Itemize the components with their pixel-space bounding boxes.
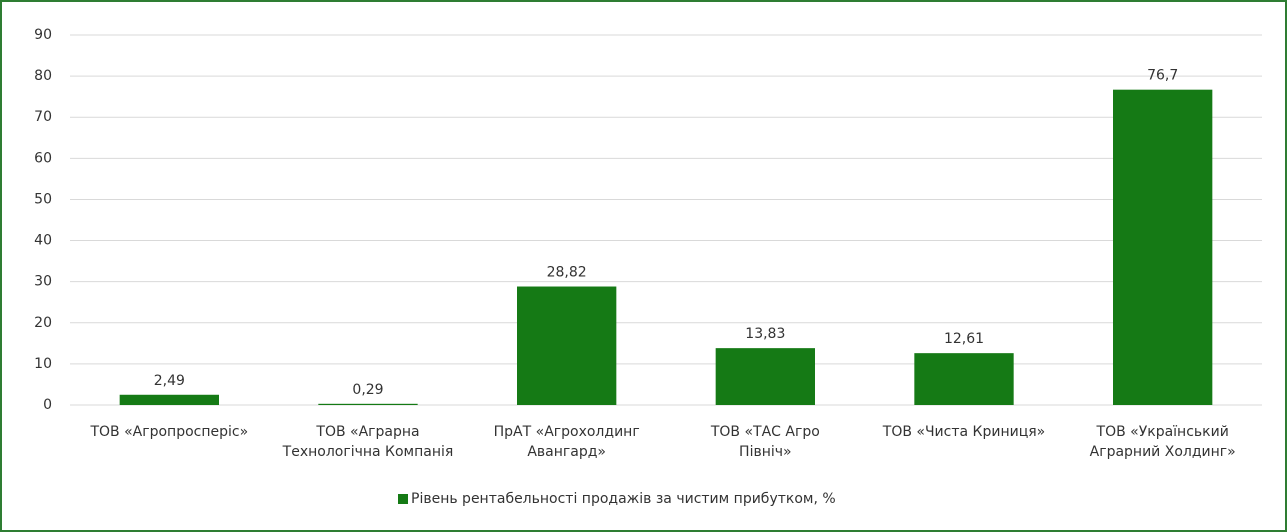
data-label: 0,29 xyxy=(352,382,383,398)
bar xyxy=(119,394,219,405)
y-tick-label: 0 xyxy=(43,397,52,413)
y-tick-label: 90 xyxy=(34,27,52,43)
data-label: 13,83 xyxy=(745,326,785,342)
y-tick-label: 80 xyxy=(34,68,52,84)
bar xyxy=(318,403,418,405)
bar xyxy=(914,353,1014,405)
legend-swatch xyxy=(398,494,408,504)
y-tick-label: 50 xyxy=(34,191,52,207)
x-tick-label: ПрАТ «Агрохолдинг Авангард» xyxy=(494,424,640,460)
legend-label: Рівень рентабельності продажів за чистим… xyxy=(411,491,836,507)
data-label: 28,82 xyxy=(547,265,587,281)
data-label: 12,61 xyxy=(944,331,984,347)
x-tick-label: ТОВ «Агропросперіс» xyxy=(89,424,248,440)
y-tick-label: 20 xyxy=(34,315,52,331)
y-tick-label: 60 xyxy=(34,150,52,166)
y-tick-label: 10 xyxy=(34,356,52,372)
x-tick-label: ТОВ «Чиста Криниця» xyxy=(882,424,1045,440)
bar xyxy=(517,286,617,405)
y-tick-label: 40 xyxy=(34,233,52,249)
data-label: 76,7 xyxy=(1147,68,1178,84)
x-tick-label: ТОВ «ТАС Агро Північ» xyxy=(710,424,820,460)
y-tick-label: 30 xyxy=(34,274,52,290)
data-label: 2,49 xyxy=(154,373,185,389)
bar xyxy=(1113,89,1213,405)
x-tick-label: ТОВ «Український Аграрний Холдинг» xyxy=(1090,424,1236,460)
y-tick-label: 70 xyxy=(34,109,52,125)
x-tick-label: ТОВ «Аграрна Технологічна Компанія xyxy=(282,424,454,460)
bar xyxy=(715,348,815,405)
